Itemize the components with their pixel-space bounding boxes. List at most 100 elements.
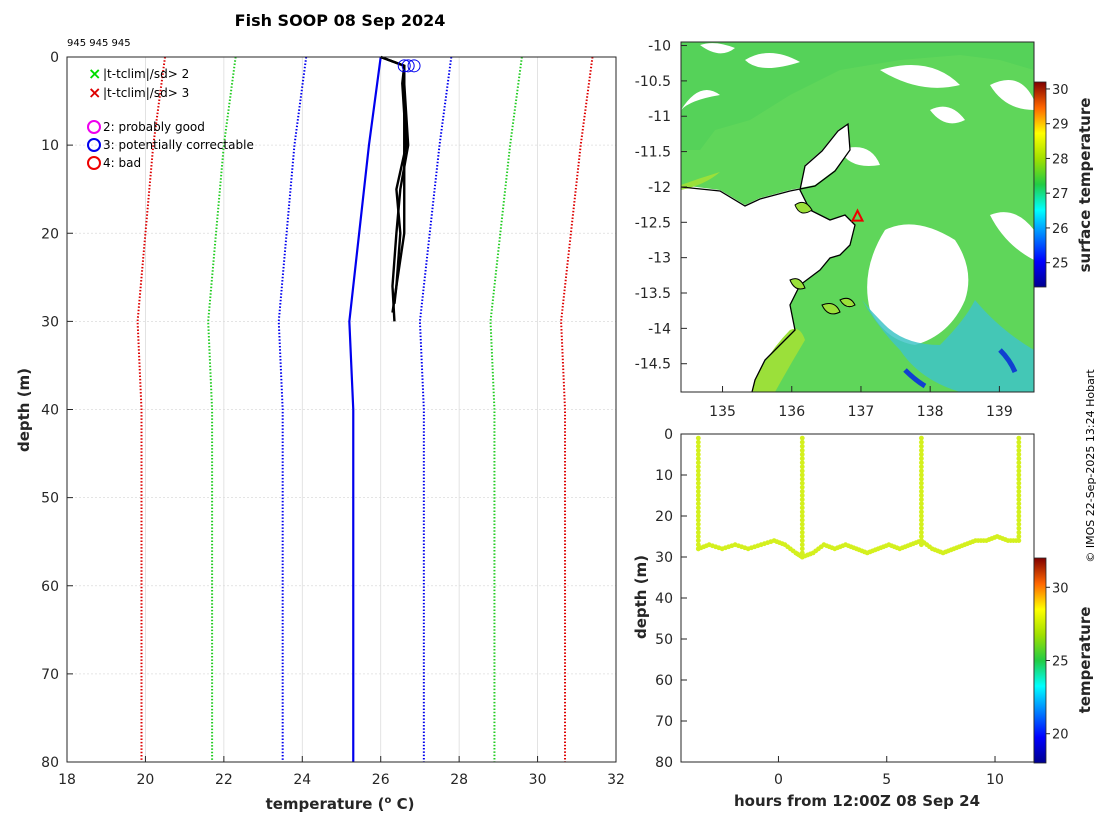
section-colorbar-tick-label: 30: [1052, 581, 1069, 596]
profile-line-mean-4sd: [489, 56, 523, 762]
section-cast-point: [918, 480, 924, 486]
map-ytick-label: -12.5: [635, 215, 671, 231]
section-cast-point: [799, 517, 805, 523]
section-cast-point: [918, 497, 924, 502]
section-cast-point: [695, 439, 701, 445]
section-cast-point: [799, 542, 805, 548]
profile-xtick-label: 32: [607, 772, 625, 788]
section-cast-point: [918, 456, 924, 461]
section-cast-point: [695, 493, 701, 498]
map-colorbar-label: surface temperature: [1076, 98, 1094, 273]
profile-grid: [66, 56, 617, 763]
section-cast-point: [918, 460, 924, 466]
profile-xlabel: temperature (o C): [266, 795, 415, 813]
profile-xtick-label: 30: [529, 772, 547, 788]
section-plot-area: [681, 434, 1034, 762]
qc-flag-marker: [397, 59, 411, 73]
profile-legend: × |t-tclim|/sd> 2× |t-tclim|/sd> 3 2: proba…: [87, 64, 254, 170]
section-xtick-label: 0: [774, 772, 783, 788]
section-cast-point: [918, 452, 924, 457]
section-xlabel: hours from 12:00Z 08 Sep 24: [734, 792, 980, 810]
section-cast-point: [918, 530, 924, 535]
section-cast-point: [695, 509, 701, 515]
section-ytick-label: 80: [655, 755, 673, 771]
map-ytick-label: -10: [648, 39, 671, 55]
section-cast-point: [799, 452, 805, 457]
legend-flag-label: 2: probably good: [103, 120, 205, 134]
section-cast-point: [1016, 435, 1022, 441]
ship-track: [850, 208, 865, 222]
section-cast-point: [1016, 460, 1022, 466]
section-cast-point: [799, 489, 805, 494]
profile-line-mean-2sd: [418, 56, 453, 762]
profile-series: [136, 55, 594, 762]
qc-flag-marker: [401, 59, 415, 73]
map-ytick-label: -11.5: [635, 145, 671, 161]
section-cast-point: [918, 517, 924, 523]
sst-warm-area: [681, 42, 1034, 150]
profile-ticks: 18 20 22 24 26 28 30 32 0 10 20 30 40 50 60 70 80: [41, 50, 625, 788]
legend-marker-label: |t-tclim|/sd> 2: [103, 67, 189, 81]
legend-flag-label: 4: bad: [103, 156, 141, 170]
section-cast-point: [695, 538, 701, 543]
section-cast-point: [1016, 472, 1022, 478]
section-colorbar-tick-label: 20: [1052, 728, 1069, 743]
section-cast-point: [695, 435, 701, 441]
section-cast-point: [799, 443, 805, 449]
section-cast-point: [799, 448, 805, 453]
section-cast-point: [918, 448, 924, 453]
map-colorbar-tick-label: 28: [1052, 152, 1069, 167]
profile-ids: 945 945 945: [67, 38, 131, 49]
ship-track-marker: [850, 208, 865, 222]
section-cast-point: [918, 484, 924, 490]
section-cast-point: [1016, 452, 1022, 457]
section-cast-point: [1016, 530, 1022, 535]
qc-flag-marker: [407, 59, 421, 73]
section-cast-point: [1016, 464, 1022, 470]
section-cast-point: [695, 525, 701, 531]
section-colorbar-ticks: 20 25 30: [1046, 581, 1069, 743]
legend-flag-label: 3: potentially correctable: [103, 138, 254, 152]
section-cast-point: [799, 530, 805, 535]
section-cast-point: [799, 525, 805, 531]
map-xtick-label: 138: [917, 404, 944, 420]
profile-xtick-label: 24: [293, 772, 311, 788]
figure-title: Fish SOOP 08 Sep 2024: [235, 11, 446, 30]
map-xtick-label: 137: [848, 404, 875, 420]
section-cast-point: [799, 505, 805, 511]
section-cast-point: [799, 468, 805, 474]
map-xtick-label: 135: [709, 404, 736, 420]
map-colorbar-ticks: 25 26 27 28 29 30: [1046, 83, 1069, 272]
section-cast-point: [918, 509, 924, 515]
map-ytick-label: -13.5: [635, 286, 671, 302]
section-ytick-label: 30: [655, 550, 673, 566]
section-cast-point: [1016, 513, 1022, 519]
section-cast-point: [695, 452, 701, 457]
section-cast-point: [695, 530, 701, 535]
profile-ytick-label: 10: [41, 138, 59, 154]
section-cast-point: [695, 542, 701, 548]
profile-ytick-label: 20: [41, 226, 59, 242]
cloud-gap-gulf: [867, 224, 969, 345]
profile-panel: 18 20 22 24 26 28 30 32 0 10 20 30 40 50 60 70 80 × |t-tc…: [15, 50, 625, 813]
legend-flag-circle: [87, 120, 101, 134]
profile-ytick-label: 60: [41, 579, 59, 595]
profile-ytick-label: 70: [41, 667, 59, 683]
section-cast-point: [695, 476, 701, 482]
profile-line-cast-3: [380, 55, 406, 304]
section-cast-point: [799, 521, 805, 527]
section-cast-point: [918, 435, 924, 441]
section-cast-point: [1016, 484, 1022, 490]
profile-ytick-label: 50: [41, 491, 59, 507]
profile-xtick-label: 22: [215, 772, 233, 788]
section-cast-point: [695, 460, 701, 466]
section-cast-point: [918, 464, 924, 470]
section-cast-point: [1016, 534, 1022, 539]
section-cast-point: [799, 497, 805, 502]
map-colorbar-tick-label: 25: [1052, 257, 1069, 272]
section-cast-point: [1016, 456, 1022, 461]
section-cast-point: [918, 534, 924, 539]
section-cast-point: [918, 513, 924, 519]
profile-xtick-label: 20: [137, 772, 155, 788]
